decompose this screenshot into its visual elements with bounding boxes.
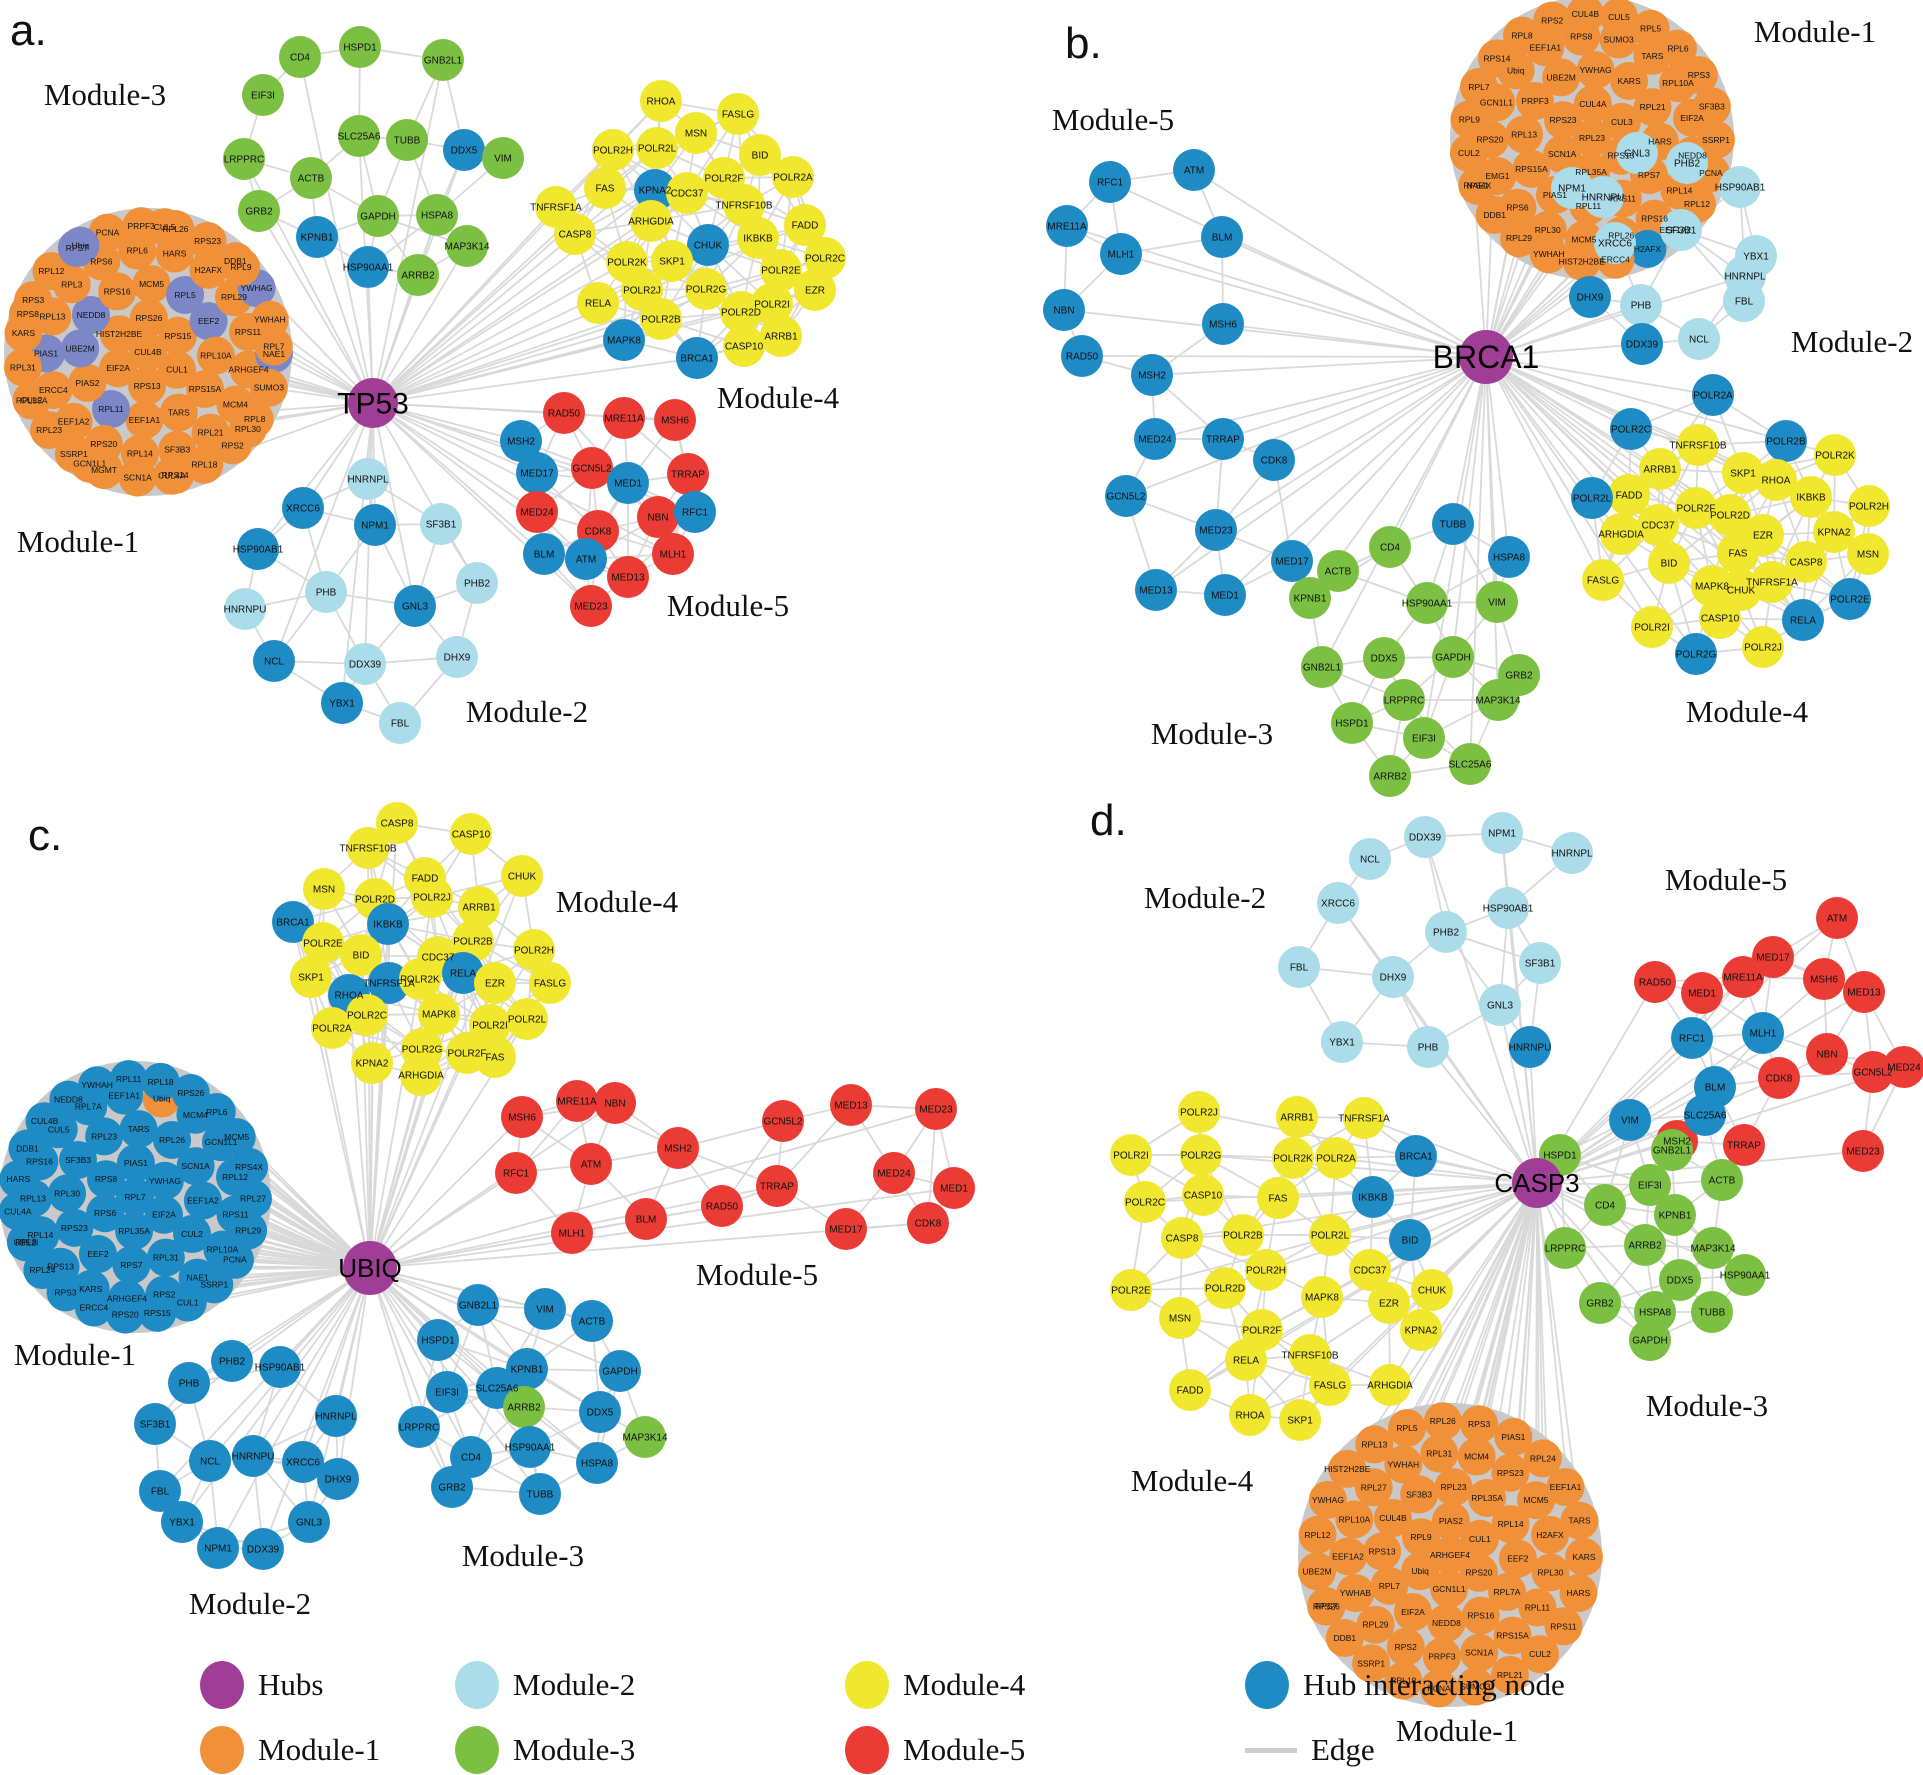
- edge: [1485, 356, 1604, 581]
- edge: [1321, 356, 1487, 668]
- hubs-swatch: [200, 1661, 244, 1709]
- edge: [273, 402, 374, 662]
- legend-item-module-4: Module-4: [845, 1661, 1025, 1709]
- legend-item-hub-interacting-node: Hub interacting node: [1245, 1661, 1565, 1709]
- module-4-swatch: [845, 1661, 889, 1709]
- legend-item-module-1: Module-1: [200, 1726, 380, 1774]
- edge: [1125, 356, 1487, 497]
- legend-label: Hubs: [258, 1667, 324, 1702]
- edge: [1485, 356, 1742, 591]
- legend-label: Module-3: [513, 1732, 636, 1767]
- edge: [372, 402, 587, 560]
- edge: [348, 994, 371, 1269]
- edge: [372, 402, 478, 584]
- module-5-swatch: [845, 1726, 889, 1774]
- legend-label: Module-1: [258, 1732, 381, 1767]
- legend-item-module-5: Module-5: [845, 1726, 1025, 1774]
- edge: [372, 339, 625, 404]
- edge: [369, 1108, 937, 1269]
- edge: [1485, 304, 1642, 358]
- module-2-swatch: [455, 1661, 499, 1709]
- edge: [369, 1062, 373, 1269]
- edge: [372, 206, 557, 404]
- edge: [1485, 275, 1746, 358]
- edge: [1151, 356, 1487, 376]
- edge: [337, 1267, 371, 1480]
- edge: [1222, 323, 1487, 358]
- edge: [369, 1052, 468, 1269]
- edge: [1423, 356, 1487, 739]
- edge: [372, 402, 592, 607]
- edge: [372, 261, 628, 404]
- edge: [1193, 169, 1487, 358]
- edge: [372, 59, 444, 404]
- edge: [372, 402, 416, 607]
- edge: [1224, 356, 1487, 596]
- edge: [257, 402, 374, 550]
- edge: [1485, 356, 1714, 396]
- legend-item-hubs: Hubs: [200, 1661, 323, 1709]
- legend-item-module-2: Module-2: [455, 1661, 635, 1709]
- edge: [369, 875, 523, 1269]
- edge: [369, 978, 421, 1269]
- edge: [1291, 356, 1487, 562]
- module-3-swatch: [455, 1726, 499, 1774]
- edge: [1452, 356, 1487, 658]
- legend-label: Module-4: [903, 1667, 1026, 1702]
- edge: [302, 1267, 371, 1463]
- edge: [372, 245, 468, 404]
- edge: [217, 1267, 371, 1549]
- edge: [369, 982, 390, 1269]
- edge: [372, 402, 538, 513]
- edge: [372, 402, 522, 442]
- legend-label: Edge: [1311, 1732, 1375, 1767]
- edge: [258, 210, 374, 404]
- edge: [372, 357, 698, 404]
- edge: [1469, 356, 1487, 765]
- hub-interacting-node-swatch: [1245, 1661, 1289, 1709]
- edge: [1221, 236, 1487, 358]
- edge: [1485, 356, 1499, 701]
- module-1-swatch: [200, 1726, 244, 1774]
- edge: [372, 189, 656, 404]
- edge: [369, 1074, 422, 1269]
- edge: [372, 402, 538, 474]
- edge: [1155, 356, 1487, 591]
- legend-label: Module-5: [903, 1732, 1026, 1767]
- edge: [1273, 356, 1487, 461]
- edge: [369, 1116, 523, 1269]
- edge: [372, 402, 545, 555]
- edge: [1485, 356, 1653, 628]
- edge: [316, 236, 374, 404]
- legend-label: Module-2: [513, 1667, 636, 1702]
- legend-item-edge: Edge: [1245, 1732, 1375, 1768]
- edge: [372, 257, 826, 404]
- legend-label: Hub interacting node: [1303, 1667, 1565, 1702]
- edge: [372, 244, 709, 404]
- edge: [1452, 356, 1487, 525]
- edge: [1485, 356, 1787, 442]
- edge: [1063, 309, 1487, 358]
- edge: [1485, 356, 1510, 558]
- edge: [1120, 253, 1487, 358]
- edge: [1222, 356, 1487, 440]
- edge: [369, 1172, 517, 1269]
- edge: [1215, 356, 1487, 531]
- legend-item-module-3: Module-3: [455, 1726, 635, 1774]
- edge: [252, 1267, 371, 1457]
- edge-swatch: [1245, 1747, 1297, 1753]
